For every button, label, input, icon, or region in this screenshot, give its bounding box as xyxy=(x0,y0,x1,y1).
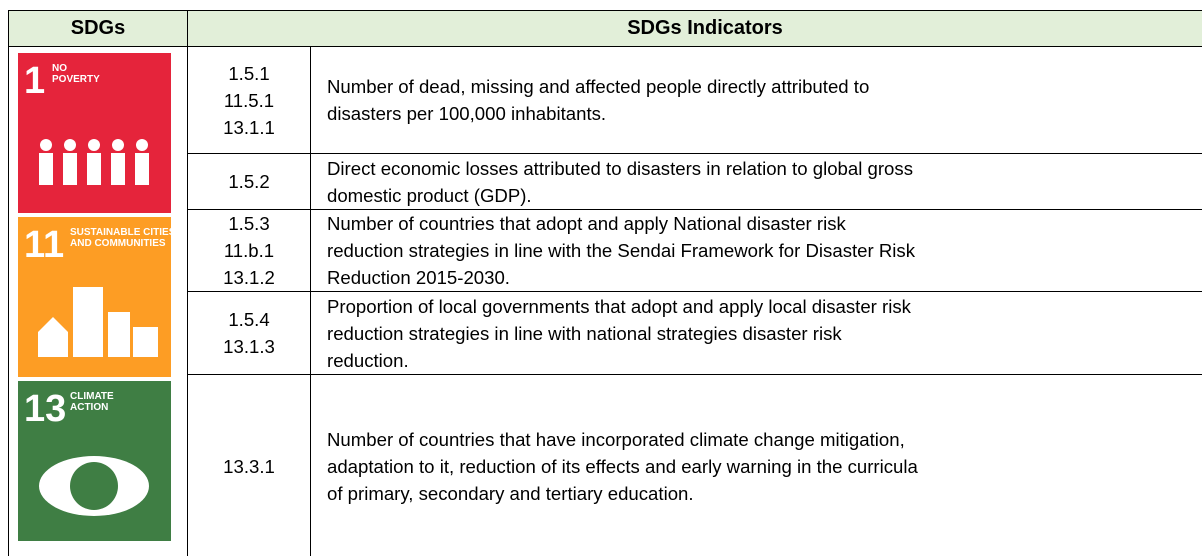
goal-label: POVERTY xyxy=(52,74,100,85)
figure-body xyxy=(63,153,77,185)
building xyxy=(133,327,158,357)
indicator-code: 13.1.2 xyxy=(223,267,275,288)
indicator-code: 1.5.1 xyxy=(228,62,270,84)
code-cell: 1.5.4 13.1.3 xyxy=(187,291,311,375)
building xyxy=(73,287,103,357)
indicator-code: 1.5.3 xyxy=(228,213,270,234)
figure-body xyxy=(135,153,149,185)
indicator-code: 1.5.4 xyxy=(228,309,270,330)
code-cell: 13.3.1 xyxy=(187,374,311,556)
icon-bg xyxy=(18,53,171,213)
sdg-table: SDGs SDGs Indicators 1 NO POVERTY 11 SUSTAIN… xyxy=(8,10,1202,556)
description-line: Proportion of local governments that ado… xyxy=(327,295,911,317)
figure-head xyxy=(40,139,52,151)
description-line: Number of countries that adopt and apply… xyxy=(327,213,846,234)
description-cell: Proportion of local governments that ado… xyxy=(310,291,1202,375)
figure-head xyxy=(64,139,76,151)
row: 13.3.1 Number of countries that have inco… xyxy=(9,374,1202,556)
figure-head xyxy=(136,139,148,151)
indicator-code: 1.5.2 xyxy=(228,171,270,192)
description-line: Reduction 2015-2030. xyxy=(327,267,510,288)
code-cell: 1.5.2 xyxy=(187,153,311,210)
row: 1 NO POVERTY 11 SUSTAINABLE CITIES AND COMMUN… xyxy=(8,46,1202,556)
code-cell: 1.5.3 11.b.1 13.1.2 xyxy=(187,209,311,292)
description-cell: Number of dead, missing and affected peo… xyxy=(310,46,1202,154)
indicator-code: 13.1.3 xyxy=(223,336,275,357)
description-line: Number of dead, missing and affected peo… xyxy=(327,76,870,97)
figure-head xyxy=(112,139,124,151)
goal-label: AND COMMUNITIES xyxy=(70,238,166,249)
description-line: Direct economic losses attributed to dis… xyxy=(327,157,913,179)
description-line: disasters per 100,000 inhabitants. xyxy=(327,103,607,124)
header-cell: SDGs Indicators xyxy=(187,10,1202,47)
house xyxy=(38,317,68,357)
indicator-code: 11.b.1 xyxy=(223,240,275,261)
goal-label: CLIMATE xyxy=(70,391,114,402)
goal-label: NO xyxy=(52,63,67,74)
building xyxy=(108,312,130,357)
figure-body xyxy=(39,153,53,185)
indicator-code: 11.5.1 xyxy=(223,89,275,111)
goal-number: 13 xyxy=(24,388,66,430)
header-cell: SDGs xyxy=(8,10,188,47)
figure-body xyxy=(87,153,101,185)
description-cell: Direct economic losses attributed to dis… xyxy=(310,153,1202,210)
code-cell: 1.5.1 11.5.1 13.1.1 xyxy=(187,46,311,154)
description-line: reduction. xyxy=(327,349,409,371)
description-cell: Number of countries that adopt and apply… xyxy=(310,209,1202,292)
icons-cell: 1 NO POVERTY 11 SUSTAINABLE CITIES AND COMMUN… xyxy=(8,46,188,556)
goal-number: 11 xyxy=(24,224,64,266)
figure-body xyxy=(111,153,125,185)
description-line: of primary, secondary and tertiary educa… xyxy=(327,482,694,504)
goal-label: SUSTAINABLE CITIES xyxy=(70,227,171,238)
description-cell: Number of countries that have incorporat… xyxy=(310,374,1202,556)
indicator-code: 13.1.1 xyxy=(223,116,275,138)
description-line: reduction strategies in line with the Se… xyxy=(327,240,916,261)
row: 1.5.3 11.b.1 13.1.2 Number of countries tha… xyxy=(9,209,1202,292)
header-row: SDGs SDGs Indicators xyxy=(8,10,1202,47)
row: 1.5.4 13.1.3 Proportion of local governmen… xyxy=(9,291,1202,375)
figure-head xyxy=(88,139,100,151)
globe xyxy=(70,462,118,510)
indicator-code: 13.3.1 xyxy=(223,455,275,477)
description-line: adaptation to it, reduction of its effec… xyxy=(327,455,918,477)
goal-number: 1 xyxy=(24,60,45,102)
description-line: domestic product (GDP). xyxy=(327,184,532,206)
description-line: reduction strategies in line with nation… xyxy=(327,322,842,344)
description-line: Number of countries that have incorporat… xyxy=(327,428,905,450)
table-wrap: SDGs SDGs Indicators 1 NO POVERTY 11 SUSTAIN… xyxy=(8,10,1202,556)
goal-label: ACTION xyxy=(70,402,108,413)
row: 1.5.2 Direct economic losses attributed t… xyxy=(9,153,1202,210)
